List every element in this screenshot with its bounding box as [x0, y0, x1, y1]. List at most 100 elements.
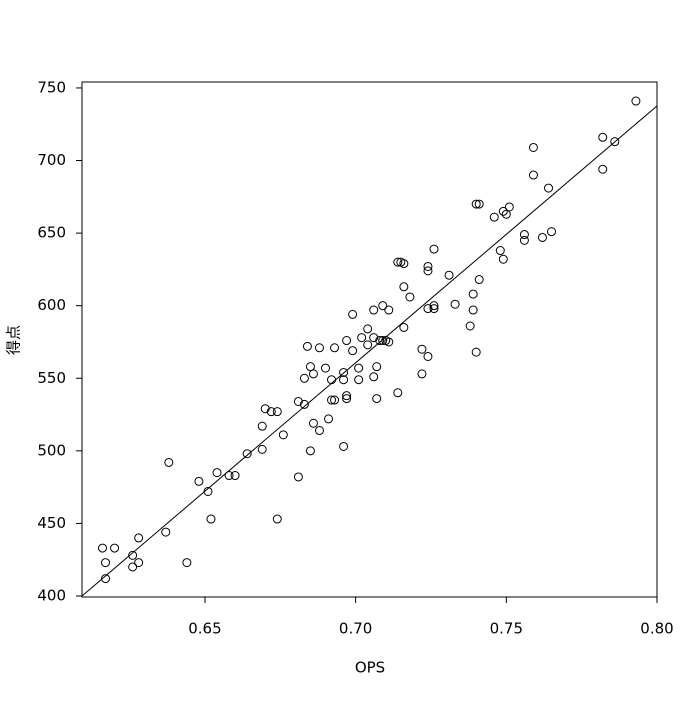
point [528, 142, 538, 152]
x-tick-label: 0.70 [339, 620, 372, 638]
x-tick-label: 0.75 [490, 620, 523, 638]
point [242, 449, 252, 459]
point [363, 324, 373, 334]
y-tick-label: 700 [37, 151, 66, 169]
point [399, 282, 409, 292]
x-axis-label: OPS [355, 659, 385, 677]
point [498, 254, 508, 264]
point [327, 395, 337, 405]
point [272, 407, 282, 417]
point [631, 96, 641, 106]
trend-line [81, 105, 658, 597]
point [357, 333, 367, 343]
point [465, 321, 475, 331]
point [363, 340, 373, 350]
point [182, 558, 192, 568]
point [272, 514, 282, 524]
point [299, 373, 309, 383]
point [393, 388, 403, 398]
point [206, 514, 216, 524]
point [429, 244, 439, 254]
point [134, 558, 144, 568]
point [417, 344, 427, 354]
y-tick-label: 500 [37, 441, 66, 459]
point [321, 363, 331, 373]
y-tick-label: 400 [37, 586, 66, 604]
point [128, 562, 138, 572]
point [110, 543, 120, 553]
point [528, 170, 538, 180]
point [302, 341, 312, 351]
point [342, 336, 352, 346]
point [224, 471, 234, 481]
point [444, 270, 454, 280]
point [450, 299, 460, 309]
point [598, 164, 608, 174]
point [305, 446, 315, 456]
point [164, 457, 174, 467]
point [423, 266, 433, 276]
point [393, 257, 403, 267]
point [519, 235, 529, 245]
point [384, 337, 394, 347]
point [101, 558, 111, 568]
point [423, 261, 433, 271]
point [324, 414, 334, 424]
point [468, 289, 478, 299]
point [330, 343, 340, 353]
point [372, 362, 382, 372]
point [610, 137, 620, 147]
point [544, 183, 554, 193]
point [308, 418, 318, 428]
y-tick-label: 600 [37, 296, 66, 314]
y-tick-label: 750 [37, 78, 66, 96]
point [230, 471, 240, 481]
point [308, 369, 318, 379]
y-tick-label: 450 [37, 514, 66, 532]
point [471, 347, 481, 357]
point [369, 305, 379, 315]
point [257, 421, 267, 431]
point [519, 230, 529, 240]
x-tick-label: 0.80 [640, 620, 673, 638]
point [375, 336, 385, 346]
point [348, 309, 358, 319]
point [423, 304, 433, 314]
point [257, 444, 267, 454]
point [369, 372, 379, 382]
point [495, 246, 505, 256]
point [260, 404, 270, 414]
point [327, 375, 337, 385]
point [423, 351, 433, 361]
point [429, 304, 439, 314]
point [547, 227, 557, 237]
point [339, 367, 349, 377]
point [489, 212, 499, 222]
point [429, 301, 439, 311]
point [378, 301, 388, 311]
point [101, 574, 111, 584]
point [266, 407, 276, 417]
plot-frame [81, 81, 658, 598]
point [348, 346, 358, 356]
point [405, 292, 415, 302]
point [299, 399, 309, 409]
x-tick-label: 0.65 [188, 620, 221, 638]
point [399, 322, 409, 332]
point [372, 394, 382, 404]
point [354, 375, 364, 385]
point [468, 305, 478, 315]
point [498, 206, 508, 216]
point [161, 527, 171, 537]
point [314, 343, 324, 353]
point [471, 199, 481, 209]
point [417, 369, 427, 379]
point [339, 375, 349, 385]
point [537, 232, 547, 242]
y-tick-label: 650 [37, 224, 66, 242]
point [369, 333, 379, 343]
point [194, 476, 204, 486]
point [330, 395, 340, 405]
point [342, 391, 352, 401]
